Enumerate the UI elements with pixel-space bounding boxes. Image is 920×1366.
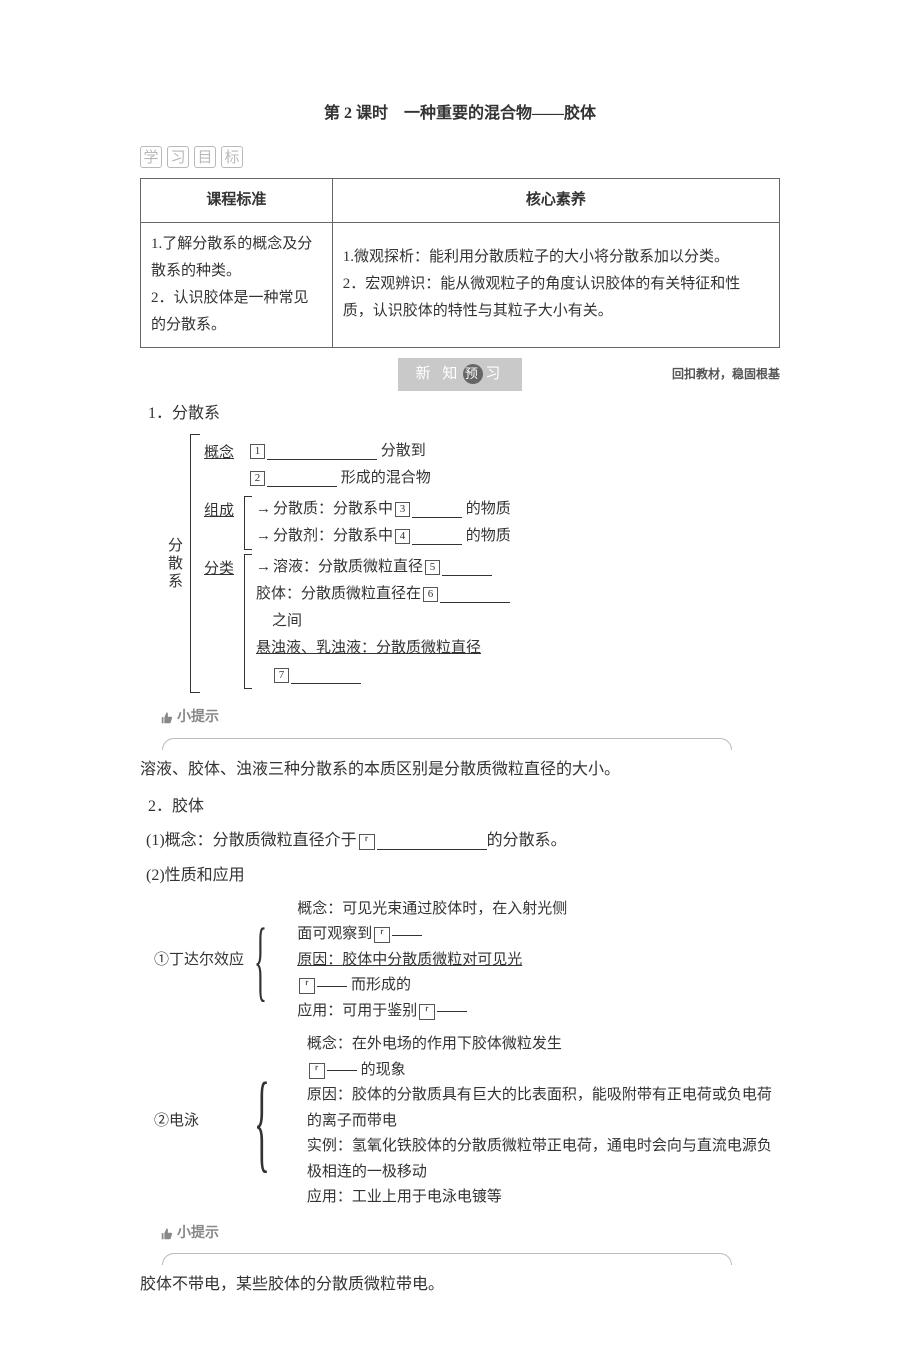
classify-item: 悬浊液、乳浊液：分散质微粒直径 bbox=[256, 635, 510, 662]
electrophoresis: ②电泳 { 概念：在外电场的作用下胶体微粒发生 ⸢ 的现象 原因：胶体的分散质具… bbox=[154, 1032, 780, 1211]
classify-item-cont: 之间 bbox=[256, 608, 510, 635]
fill-blank[interactable] bbox=[377, 834, 487, 850]
blank-symbol: ⸢ bbox=[309, 1063, 325, 1079]
standard-item: 2．认识胶体是一种常见的分散系。 bbox=[151, 285, 322, 339]
concept-row: 概念 1 分散到 2 形成的混合物 bbox=[204, 438, 511, 492]
tip-2: 小提示 bbox=[160, 1221, 780, 1265]
section-2-heading: 2．胶体 bbox=[148, 793, 780, 822]
classify-row: 分类 溶液：分散质微粒直径5 胶体：分散质微粒直径在6 之间 悬浊液、乳浊液：分… bbox=[204, 554, 511, 689]
compose-item: 分散剂：分散系中4 的物质 bbox=[256, 523, 511, 550]
fill-blank[interactable] bbox=[392, 935, 422, 936]
tip-label-text: 小提示 bbox=[177, 705, 219, 730]
tip-1: 小提示 bbox=[160, 705, 780, 749]
tag-char: 学 bbox=[140, 146, 162, 168]
effect-line: 概念：在外电场的作用下胶体微粒发生 bbox=[307, 1032, 780, 1058]
thumb-icon bbox=[160, 1227, 174, 1241]
new-study-banner: 新 知预习 回扣教材，稳固根基 bbox=[140, 358, 780, 384]
tip-1-text: 溶液、胶体、浊液三种分散系的本质区别是分散质微粒直径的大小。 bbox=[140, 756, 780, 785]
compose-label: 组成 bbox=[204, 496, 244, 525]
effect-line: 概念：可见光束通过胶体时，在入射光侧 bbox=[297, 897, 567, 923]
standards-table: 课程标准 核心素养 1.了解分散系的概念及分散系的种类。 2．认识胶体是一种常见… bbox=[140, 178, 780, 348]
tip-label-text: 小提示 bbox=[177, 1221, 219, 1246]
colloid-concept: (1)概念：分散质微粒直径介于⸢的分散系。 bbox=[146, 827, 780, 856]
fill-blank[interactable] bbox=[442, 560, 492, 576]
effect-line: 应用：可用于鉴别⸢ bbox=[297, 999, 567, 1025]
blank-number: 7 bbox=[274, 668, 289, 683]
fill-blank[interactable] bbox=[317, 986, 347, 987]
blank-number: 4 bbox=[395, 529, 410, 544]
tag-char: 习 bbox=[167, 146, 189, 168]
dispersion-diagram: 分散系 概念 1 分散到 2 形成的混合物 组成 分散质：分散系中3 的物质 分… bbox=[168, 434, 780, 693]
compose-row: 组成 分散质：分散系中3 的物质 分散剂：分散系中4 的物质 bbox=[204, 496, 511, 550]
new-study-badge: 新 知预习 bbox=[398, 358, 523, 391]
classify-item-cont: 7 bbox=[256, 662, 510, 689]
effect-line: 应用：工业上用于电泳电镀等 bbox=[307, 1185, 780, 1211]
col-header-standard: 课程标准 bbox=[141, 178, 333, 222]
badge-pre: 新 知 bbox=[416, 366, 462, 382]
properties-heading: (2)性质和应用 bbox=[146, 862, 780, 891]
text: 形成的混合物 bbox=[341, 470, 431, 486]
thumb-icon bbox=[160, 711, 174, 725]
brace-icon: { bbox=[254, 1072, 270, 1171]
fill-blank[interactable] bbox=[267, 471, 337, 487]
brace-icon: { bbox=[254, 920, 267, 1001]
badge-post: 习 bbox=[485, 366, 504, 382]
study-target-tag: 学 习 目 标 bbox=[140, 143, 244, 172]
blank-number: 3 bbox=[395, 502, 410, 517]
effect-label: ②电泳 bbox=[154, 1108, 254, 1135]
fill-blank[interactable] bbox=[412, 502, 462, 518]
new-study-subtitle: 回扣教材，稳固根基 bbox=[672, 364, 780, 386]
effect-line: ⸢ 的现象 bbox=[307, 1058, 780, 1084]
bracket-icon bbox=[244, 496, 252, 550]
compose-item: 分散质：分散系中3 的物质 bbox=[256, 496, 511, 523]
effect-line: 原因：胶体的分散质具有巨大的比表面积，能吸附带有正电荷或负电荷的离子而带电 bbox=[307, 1083, 780, 1134]
col-header-competency: 核心素养 bbox=[332, 178, 779, 222]
standards-cell: 1.了解分散系的概念及分散系的种类。 2．认识胶体是一种常见的分散系。 bbox=[141, 222, 333, 347]
classify-item: 胶体：分散质微粒直径在6 bbox=[256, 581, 510, 608]
blank-symbol: ⸢ bbox=[359, 834, 375, 850]
tip-curve-icon bbox=[162, 738, 732, 750]
effect-line: 原因：胶体中分散质微粒对可见光 bbox=[297, 948, 567, 974]
blank-symbol: ⸢ bbox=[374, 927, 390, 943]
tip-2-text: 胶体不带电，某些胶体的分散质微粒带电。 bbox=[140, 1271, 780, 1300]
fill-blank[interactable] bbox=[437, 1011, 467, 1012]
competency-item: 1.微观探析：能利用分散质粒子的大小将分散系加以分类。 bbox=[343, 244, 769, 271]
text: 分散到 bbox=[381, 443, 426, 459]
effect-line: ⸢ 而形成的 bbox=[297, 973, 567, 999]
effect-label: ①丁达尔效应 bbox=[154, 947, 254, 974]
bracket-icon bbox=[190, 434, 200, 693]
fill-blank[interactable] bbox=[267, 444, 377, 460]
blank-number: 1 bbox=[250, 444, 265, 459]
blank-number: 5 bbox=[425, 560, 440, 575]
fill-blank[interactable] bbox=[412, 529, 462, 545]
blank-number: 2 bbox=[250, 471, 265, 486]
effect-line: 实例：氢氧化铁胶体的分散质微粒带正电荷，通电时会向与直流电源负极相连的一极移动 bbox=[307, 1134, 780, 1185]
classify-item: 溶液：分散质微粒直径5 bbox=[256, 554, 510, 581]
standard-item: 1.了解分散系的概念及分散系的种类。 bbox=[151, 231, 322, 285]
blank-symbol: ⸢ bbox=[419, 1004, 435, 1020]
competency-item: 2．宏观辨识：能从微观粒子的角度认识胶体的有关特征和性质，认识胶体的特性与其粒子… bbox=[343, 271, 769, 325]
tag-char: 目 bbox=[194, 146, 216, 168]
competency-cell: 1.微观探析：能利用分散质粒子的大小将分散系加以分类。 2．宏观辨识：能从微观粒… bbox=[332, 222, 779, 347]
blank-number: 6 bbox=[423, 587, 438, 602]
tag-char: 标 bbox=[221, 146, 243, 168]
classify-label: 分类 bbox=[204, 554, 244, 583]
effect-line: 面可观察到⸢ bbox=[297, 922, 567, 948]
fill-blank[interactable] bbox=[440, 587, 510, 603]
tip-curve-icon bbox=[162, 1253, 732, 1265]
blank-symbol: ⸢ bbox=[299, 978, 315, 994]
fill-blank[interactable] bbox=[291, 668, 361, 684]
section-1-heading: 1．分散系 bbox=[148, 400, 780, 429]
badge-circle: 预 bbox=[463, 364, 483, 384]
concept-label: 概念 bbox=[204, 438, 244, 467]
page-title: 第 2 课时 一种重要的混合物——胶体 bbox=[140, 100, 780, 129]
fill-blank[interactable] bbox=[327, 1070, 357, 1071]
tyndall-effect: ①丁达尔效应 { 概念：可见光束通过胶体时，在入射光侧 面可观察到⸢ 原因：胶体… bbox=[154, 897, 780, 1025]
bracket-icon bbox=[244, 554, 252, 689]
diagram-root: 分散系 bbox=[168, 434, 190, 693]
